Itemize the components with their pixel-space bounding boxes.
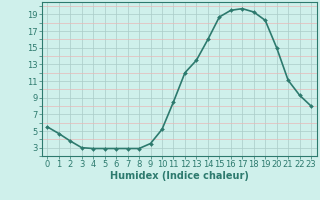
X-axis label: Humidex (Indice chaleur): Humidex (Indice chaleur)	[110, 171, 249, 181]
